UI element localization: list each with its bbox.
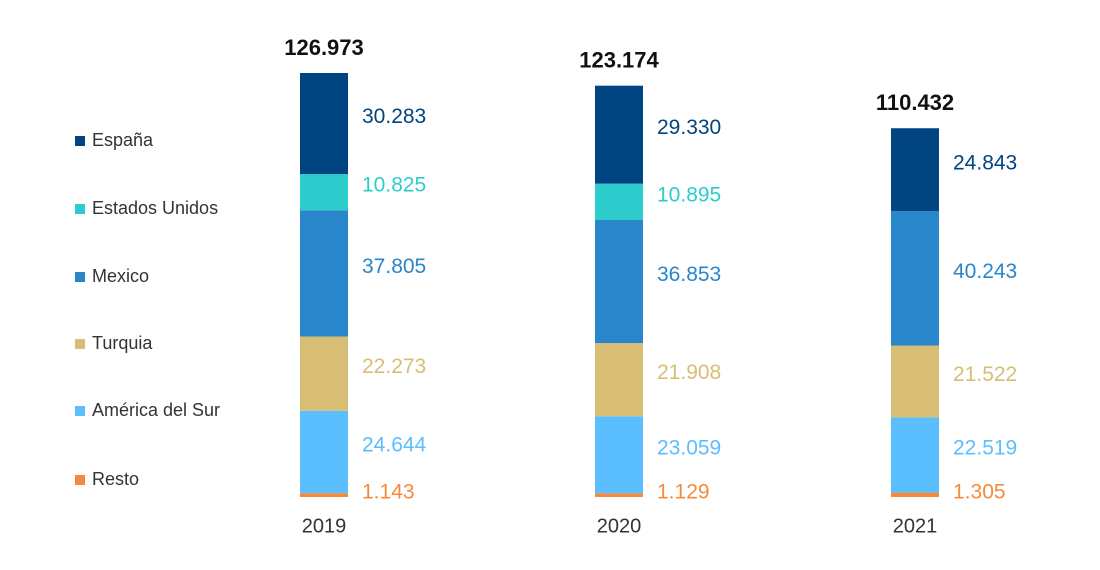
- legend-label: Resto: [92, 469, 139, 489]
- value-label: 24.644: [362, 434, 427, 457]
- value-label: 10.895: [657, 183, 721, 206]
- legend-label: Turquia: [92, 333, 153, 353]
- legend-swatch: [75, 204, 85, 214]
- bar-segment: [300, 210, 348, 337]
- value-label: 37.805: [362, 255, 426, 278]
- bar-segment: [595, 220, 643, 344]
- value-label: 1.305: [953, 480, 1006, 503]
- total-label: 110.432: [876, 90, 954, 115]
- x-tick-label: 2021: [893, 515, 938, 537]
- bar-segment: [595, 493, 643, 497]
- value-label: 1.143: [362, 481, 415, 504]
- bar-segment: [891, 211, 939, 346]
- bar-segment: [891, 128, 939, 212]
- value-label: 22.273: [362, 355, 426, 378]
- bar-segment: [595, 343, 643, 417]
- total-label: 126.973: [284, 35, 364, 60]
- bar-segment: [595, 183, 643, 221]
- legend-label: Estados Unidos: [92, 198, 218, 218]
- value-label: 40.243: [953, 260, 1017, 283]
- x-tick-label: 2020: [597, 515, 642, 537]
- legend-label: Mexico: [92, 266, 149, 286]
- bar-segment: [595, 85, 643, 184]
- bar-segment: [595, 416, 643, 494]
- value-label: 21.908: [657, 361, 721, 384]
- value-label: 23.059: [657, 436, 721, 459]
- bar-segment: [300, 410, 348, 494]
- bar-segment: [891, 345, 939, 418]
- value-label: 1.129: [657, 481, 710, 504]
- bar-segment: [891, 492, 939, 497]
- value-label: 10.825: [362, 174, 426, 197]
- total-label: 123.174: [579, 47, 659, 72]
- bar-segment: [300, 174, 348, 211]
- bar-segment: [300, 73, 348, 175]
- value-label: 22.519: [953, 437, 1017, 460]
- value-label: 29.330: [657, 116, 721, 139]
- value-label: 24.843: [953, 151, 1017, 174]
- legend-label: España: [92, 130, 154, 150]
- legend-swatch: [75, 406, 85, 416]
- x-tick-label: 2019: [302, 515, 347, 537]
- bar-segment: [300, 336, 348, 411]
- value-label: 21.522: [953, 363, 1017, 386]
- legend-label: América del Sur: [92, 400, 220, 420]
- legend-swatch: [75, 272, 85, 282]
- legend-swatch: [75, 339, 85, 349]
- value-label: 30.283: [362, 105, 426, 128]
- legend-swatch: [75, 475, 85, 485]
- bar-segment: [300, 493, 348, 497]
- bar-segment: [891, 417, 939, 493]
- value-label: 36.853: [657, 263, 721, 286]
- legend-swatch: [75, 136, 85, 146]
